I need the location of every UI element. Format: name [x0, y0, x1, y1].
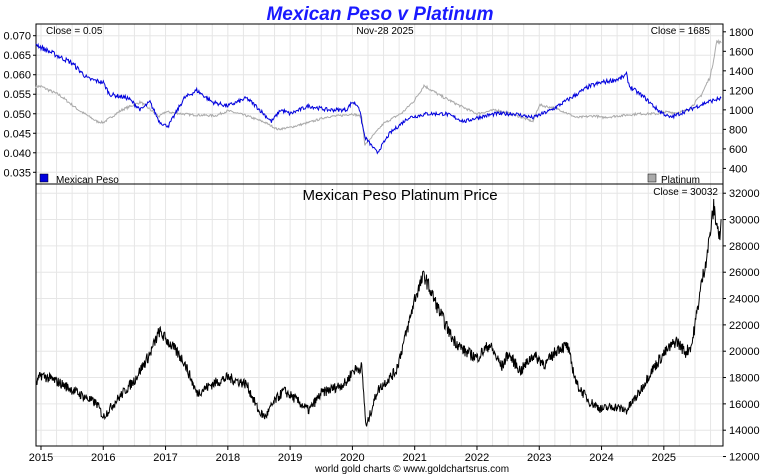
x-tick-label: 2024 [589, 452, 613, 464]
right-tick-label: 1800 [729, 27, 753, 39]
right-tick-label: 1600 [729, 46, 753, 58]
bottom-panel-series [35, 198, 722, 427]
bottom-axis-ticks: 32000 30000 28000 26000 24000 22000 20000 18000… [723, 188, 760, 464]
legend-label-platinum: Platinum [661, 175, 700, 186]
legend-platinum: Platinum [647, 173, 700, 186]
legend-swatch-platinum [647, 173, 657, 183]
right-tick-label: 1400 [729, 66, 753, 78]
x-tick-label: 2022 [465, 452, 489, 464]
x-tick-label: 2021 [402, 452, 426, 464]
close-right-label: Close = 1685 [651, 26, 711, 37]
bottom-tick-label: 26000 [729, 267, 760, 279]
peso-platinum-price-line [35, 198, 722, 427]
bottom-close-label: Close = 30032 [653, 187, 718, 198]
x-tick-label: 2016 [91, 452, 115, 464]
chart-title: Mexican Peso v Platinum [266, 4, 493, 25]
bottom-panel-title: Mexican Peso Platinum Price [302, 187, 497, 204]
footer-credit: world gold charts © www.goldchartsrus.co… [314, 464, 509, 475]
platinum-line [35, 38, 722, 146]
close-left-label: Close = 0.05 [46, 26, 103, 37]
right-tick-label: 600 [729, 144, 747, 156]
legend-mexican-peso: Mexican Peso [39, 173, 119, 186]
bottom-panel-frame [35, 183, 724, 447]
legend-swatch-peso [39, 173, 49, 183]
bottom-tick-label: 18000 [729, 373, 760, 385]
x-tick-label: 2018 [216, 452, 240, 464]
x-axis-ticks: 2015 2016 2017 2018 2019 2020 2021 2022 2023 2024… [29, 446, 676, 464]
left-tick-label: 0.065 [3, 50, 31, 62]
bottom-tick-label: 14000 [729, 425, 760, 437]
left-tick-label: 0.060 [3, 70, 31, 82]
bottom-panel-grid [36, 184, 723, 458]
bottom-tick-label: 12000 [729, 452, 760, 464]
right-tick-label: 400 [729, 163, 747, 175]
left-tick-label: 0.040 [3, 148, 31, 160]
mexican-peso-line [35, 42, 722, 155]
right-axis-ticks: 1800 1600 1400 1200 1000 800 600 400 [723, 27, 753, 175]
top-panel-grid [36, 24, 723, 184]
left-tick-label: 0.070 [3, 31, 31, 43]
date-label: Nov-28 2025 [356, 26, 414, 37]
right-tick-label: 1000 [729, 105, 753, 117]
bottom-tick-label: 30000 [729, 215, 760, 227]
bottom-tick-label: 22000 [729, 320, 760, 332]
legend-label-peso: Mexican Peso [56, 175, 119, 186]
left-tick-label: 0.055 [3, 89, 31, 101]
left-tick-label: 0.035 [3, 167, 31, 179]
bottom-tick-label: 32000 [729, 188, 760, 200]
bottom-tick-label: 20000 [729, 346, 760, 358]
x-tick-label: 2023 [527, 452, 551, 464]
bottom-tick-label: 28000 [729, 241, 760, 253]
bottom-tick-label: 24000 [729, 294, 760, 306]
right-tick-label: 800 [729, 124, 747, 136]
left-tick-label: 0.045 [3, 128, 31, 140]
left-tick-label: 0.050 [3, 109, 31, 121]
bottom-tick-label: 16000 [729, 399, 760, 411]
x-tick-label: 2017 [153, 452, 177, 464]
top-panel-series [35, 38, 722, 155]
right-tick-label: 1200 [729, 85, 753, 97]
x-tick-label: 2020 [340, 452, 364, 464]
x-tick-label: 2025 [652, 452, 676, 464]
x-tick-label: 2019 [278, 452, 302, 464]
x-tick-label: 2015 [29, 452, 53, 464]
left-axis-ticks: 0.070 0.065 0.060 0.055 0.050 0.045 0.040 0.035 [3, 31, 36, 179]
